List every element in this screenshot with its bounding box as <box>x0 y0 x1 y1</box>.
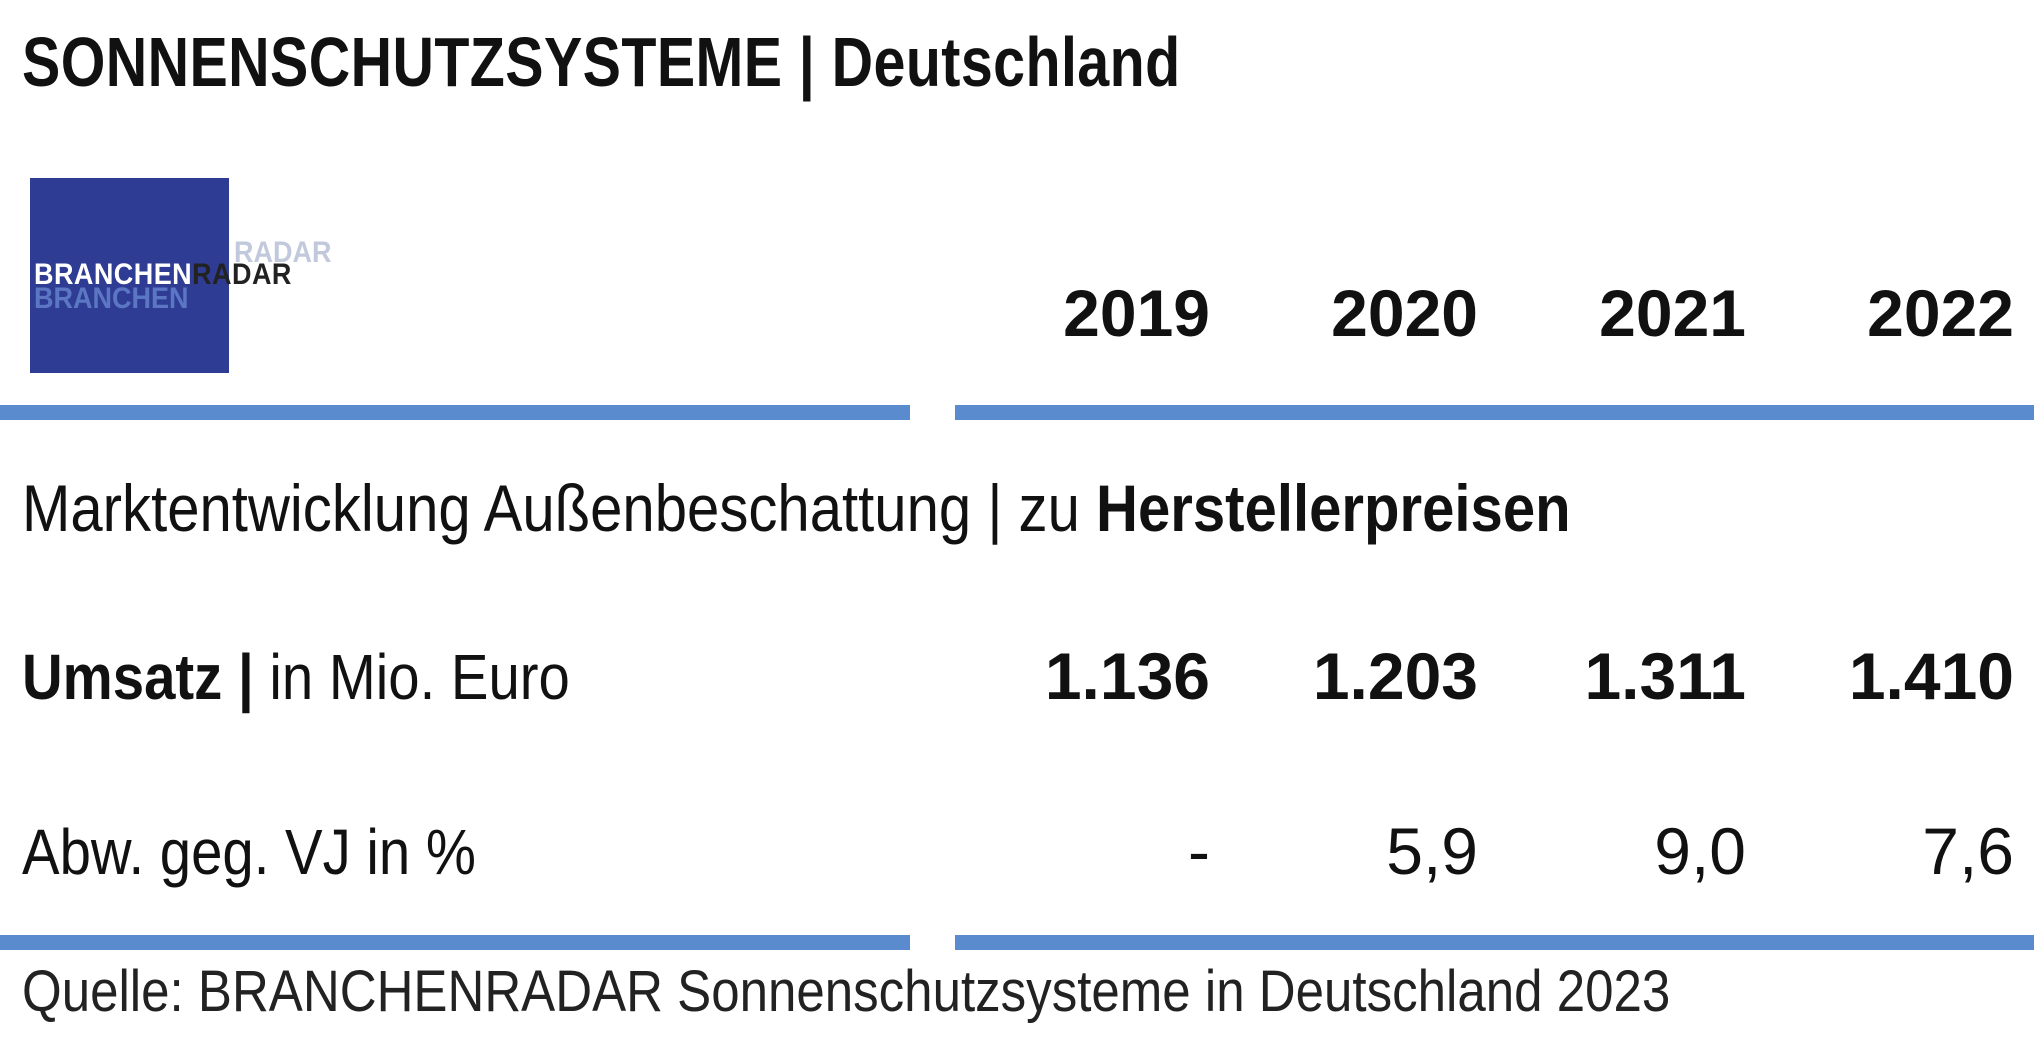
bottom-rule-left <box>0 935 910 950</box>
bottom-rule-right <box>955 935 2034 950</box>
revenue-value-2021: 1.311 <box>1584 639 1746 713</box>
logo-text-part1: BRANCHEN <box>34 258 193 291</box>
change-value-2020: 5,9 <box>1386 814 1478 888</box>
column-header-3: 2022 <box>1867 276 2014 350</box>
revenue-value-2019: 1.136 <box>1044 639 1210 713</box>
branchenradar-logo <box>30 178 229 373</box>
row-label-revenue-normal: in Mio. Euro <box>253 641 570 713</box>
subtitle-bold: Herstellerpreisen <box>1096 471 1571 545</box>
table-subtitle: Marktentwicklung Außenbeschattung | zu H… <box>22 470 1571 546</box>
column-header-2: 2021 <box>1599 276 1746 350</box>
page-title: SONNENSCHUTZSYSTEME | Deutschland <box>22 23 1181 101</box>
change-value-2021: 9,0 <box>1654 814 1746 888</box>
revenue-value-2020: 1.203 <box>1312 639 1478 713</box>
source-note: Quelle: BRANCHENRADAR Sonnenschutzsystem… <box>22 959 1671 1024</box>
logo-text: BRANCHENRADAR <box>34 258 292 292</box>
logo-text-part2: RADAR <box>192 258 292 291</box>
column-header-0: 2019 <box>1063 276 1210 350</box>
change-value-2022: 7,6 <box>1922 814 2014 888</box>
row-label-revenue-bold: Umsatz | <box>22 641 254 713</box>
subtitle-normal: Marktentwicklung Außenbeschattung | zu <box>22 471 1097 545</box>
revenue-value-2022: 1.410 <box>1848 639 2014 713</box>
logo-shadow-text-2: RADAR <box>234 236 332 269</box>
row-label-change: Abw. geg. VJ in % <box>22 816 476 888</box>
column-header-1: 2020 <box>1331 276 1478 350</box>
top-rule-right <box>955 405 2034 420</box>
top-rule-left <box>0 405 910 420</box>
row-label-revenue: Umsatz | in Mio. Euro <box>22 640 570 714</box>
change-value-2019: - <box>1188 814 1210 888</box>
logo-shadow-text: BRANCHEN <box>34 282 189 315</box>
